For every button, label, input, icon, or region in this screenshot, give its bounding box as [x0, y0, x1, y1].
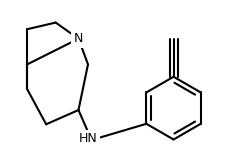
- Text: HN: HN: [78, 132, 97, 145]
- Text: N: N: [74, 32, 83, 45]
